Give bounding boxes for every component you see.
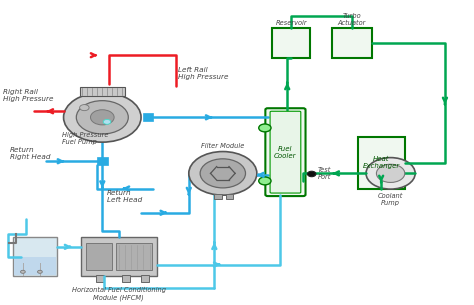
- Circle shape: [259, 177, 271, 185]
- Circle shape: [189, 152, 257, 195]
- Text: Left Rail
High Pressure: Left Rail High Pressure: [178, 67, 228, 80]
- FancyBboxPatch shape: [81, 237, 156, 276]
- FancyBboxPatch shape: [122, 275, 130, 282]
- FancyBboxPatch shape: [12, 237, 57, 276]
- Circle shape: [308, 171, 316, 177]
- FancyBboxPatch shape: [226, 194, 233, 199]
- Text: Turbo
Actuator: Turbo Actuator: [337, 13, 366, 27]
- FancyBboxPatch shape: [96, 275, 104, 282]
- FancyBboxPatch shape: [214, 194, 222, 199]
- Circle shape: [64, 92, 141, 142]
- Text: Horizontal Fuel Conditioning
Module (HFCM): Horizontal Fuel Conditioning Module (HFC…: [72, 287, 166, 300]
- Text: High Pressure
Fuel Pump: High Pressure Fuel Pump: [62, 132, 109, 145]
- FancyBboxPatch shape: [357, 137, 405, 188]
- Text: Fuel
Cooler: Fuel Cooler: [274, 146, 297, 159]
- Text: Coolant
Pump: Coolant Pump: [378, 193, 403, 206]
- Circle shape: [91, 110, 114, 125]
- FancyBboxPatch shape: [97, 157, 108, 165]
- Circle shape: [200, 159, 246, 188]
- Circle shape: [80, 105, 89, 111]
- FancyBboxPatch shape: [117, 243, 152, 270]
- FancyBboxPatch shape: [80, 87, 125, 95]
- Circle shape: [259, 124, 271, 132]
- Text: Test
Port: Test Port: [318, 167, 331, 181]
- FancyBboxPatch shape: [86, 243, 112, 270]
- Circle shape: [76, 101, 128, 134]
- Text: Filter Module: Filter Module: [201, 142, 245, 149]
- FancyBboxPatch shape: [141, 275, 149, 282]
- FancyBboxPatch shape: [273, 28, 310, 58]
- FancyBboxPatch shape: [144, 113, 153, 121]
- Circle shape: [20, 270, 25, 273]
- Text: Return
Left Head: Return Left Head: [107, 190, 142, 203]
- FancyBboxPatch shape: [265, 108, 306, 196]
- Circle shape: [37, 270, 42, 273]
- FancyBboxPatch shape: [270, 111, 301, 193]
- Circle shape: [366, 158, 415, 189]
- FancyBboxPatch shape: [14, 257, 55, 275]
- Text: Right Rail
High Pressure: Right Rail High Pressure: [3, 89, 54, 102]
- Circle shape: [103, 120, 111, 124]
- Text: Reservoir: Reservoir: [275, 20, 307, 27]
- Circle shape: [376, 164, 405, 182]
- Text: Return
Right Head: Return Right Head: [10, 147, 51, 160]
- Text: Heat
Exchanger: Heat Exchanger: [363, 156, 400, 169]
- FancyBboxPatch shape: [331, 28, 372, 58]
